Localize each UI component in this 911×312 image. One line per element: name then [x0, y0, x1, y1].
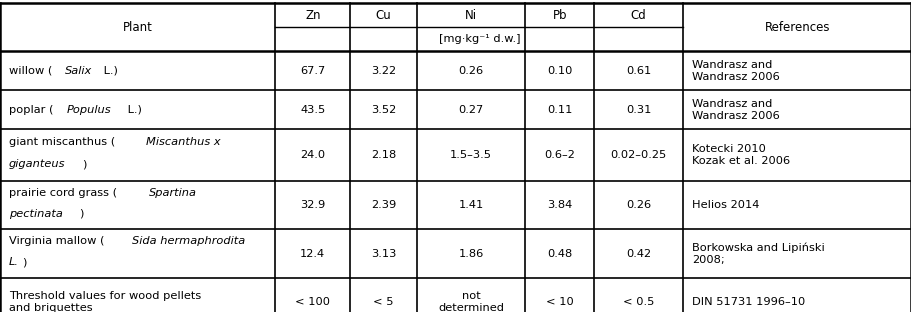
- Text: willow (: willow (: [9, 66, 53, 76]
- Text: < 10: < 10: [546, 297, 574, 307]
- Text: 1.86: 1.86: [458, 248, 484, 259]
- Text: Pb: Pb: [552, 9, 567, 22]
- Text: Cd: Cd: [630, 9, 647, 22]
- Text: Plant: Plant: [123, 21, 153, 34]
- Text: 0.48: 0.48: [548, 248, 572, 259]
- Text: Wandrasz and
Wandrasz 2006: Wandrasz and Wandrasz 2006: [692, 60, 780, 82]
- Text: [mg·kg⁻¹ d.w.]: [mg·kg⁻¹ d.w.]: [438, 34, 520, 44]
- Text: Salix: Salix: [65, 66, 92, 76]
- Text: Miscanthus x: Miscanthus x: [146, 137, 220, 147]
- Text: pectinata: pectinata: [9, 209, 63, 219]
- Text: Ni: Ni: [466, 9, 477, 22]
- Text: Spartina: Spartina: [148, 188, 197, 198]
- Text: not
determined: not determined: [438, 291, 504, 312]
- Text: ): ): [78, 209, 83, 219]
- Text: DIN 51731 1996–10: DIN 51731 1996–10: [692, 297, 805, 307]
- Text: poplar (: poplar (: [9, 105, 54, 115]
- Text: L.): L.): [100, 66, 118, 76]
- Text: 43.5: 43.5: [300, 105, 325, 115]
- Text: 1.41: 1.41: [458, 200, 484, 210]
- Text: Wandrasz and
Wandrasz 2006: Wandrasz and Wandrasz 2006: [692, 99, 780, 121]
- Text: 0.31: 0.31: [626, 105, 651, 115]
- Text: 2.39: 2.39: [371, 200, 396, 210]
- Text: 0.11: 0.11: [548, 105, 572, 115]
- Text: 67.7: 67.7: [300, 66, 325, 76]
- Text: L.): L.): [124, 105, 142, 115]
- Text: 0.61: 0.61: [626, 66, 651, 76]
- Text: prairie cord grass (: prairie cord grass (: [9, 188, 118, 198]
- Text: 0.26: 0.26: [458, 66, 484, 76]
- Text: 0.27: 0.27: [458, 105, 484, 115]
- Text: Helios 2014: Helios 2014: [692, 200, 760, 210]
- Text: Cu: Cu: [375, 9, 392, 22]
- Text: 0.6–2: 0.6–2: [544, 150, 575, 160]
- Text: 0.10: 0.10: [548, 66, 572, 76]
- Text: 0.42: 0.42: [626, 248, 651, 259]
- Text: L.: L.: [9, 257, 19, 267]
- Text: 24.0: 24.0: [301, 150, 325, 160]
- Text: References: References: [764, 21, 830, 34]
- Text: 2.18: 2.18: [371, 150, 396, 160]
- Text: 12.4: 12.4: [301, 248, 325, 259]
- Text: Zn: Zn: [305, 9, 321, 22]
- Text: Threshold values for wood pellets
and briquettes: Threshold values for wood pellets and br…: [9, 291, 201, 312]
- Text: Virginia mallow (: Virginia mallow (: [9, 236, 105, 246]
- Text: giganteus: giganteus: [9, 159, 66, 169]
- Text: Populus: Populus: [67, 105, 111, 115]
- Text: < 5: < 5: [374, 297, 394, 307]
- Text: Kotecki 2010
Kozak et al. 2006: Kotecki 2010 Kozak et al. 2006: [692, 144, 791, 166]
- Text: Borkowska and Lipiński
2008;: Borkowska and Lipiński 2008;: [692, 242, 825, 265]
- Text: 1.5–3.5: 1.5–3.5: [450, 150, 492, 160]
- Text: ): ): [22, 257, 26, 267]
- Text: 3.84: 3.84: [548, 200, 572, 210]
- Text: < 100: < 100: [295, 297, 331, 307]
- Text: < 0.5: < 0.5: [623, 297, 654, 307]
- Text: giant miscanthus (: giant miscanthus (: [9, 137, 116, 147]
- Text: ): ): [82, 159, 87, 169]
- Text: 3.52: 3.52: [371, 105, 396, 115]
- Text: 3.22: 3.22: [371, 66, 396, 76]
- Text: 0.26: 0.26: [626, 200, 651, 210]
- Text: 0.02–0.25: 0.02–0.25: [610, 150, 667, 160]
- Text: Sida hermaphrodita: Sida hermaphrodita: [132, 236, 246, 246]
- Text: 32.9: 32.9: [300, 200, 325, 210]
- Text: 3.13: 3.13: [371, 248, 396, 259]
